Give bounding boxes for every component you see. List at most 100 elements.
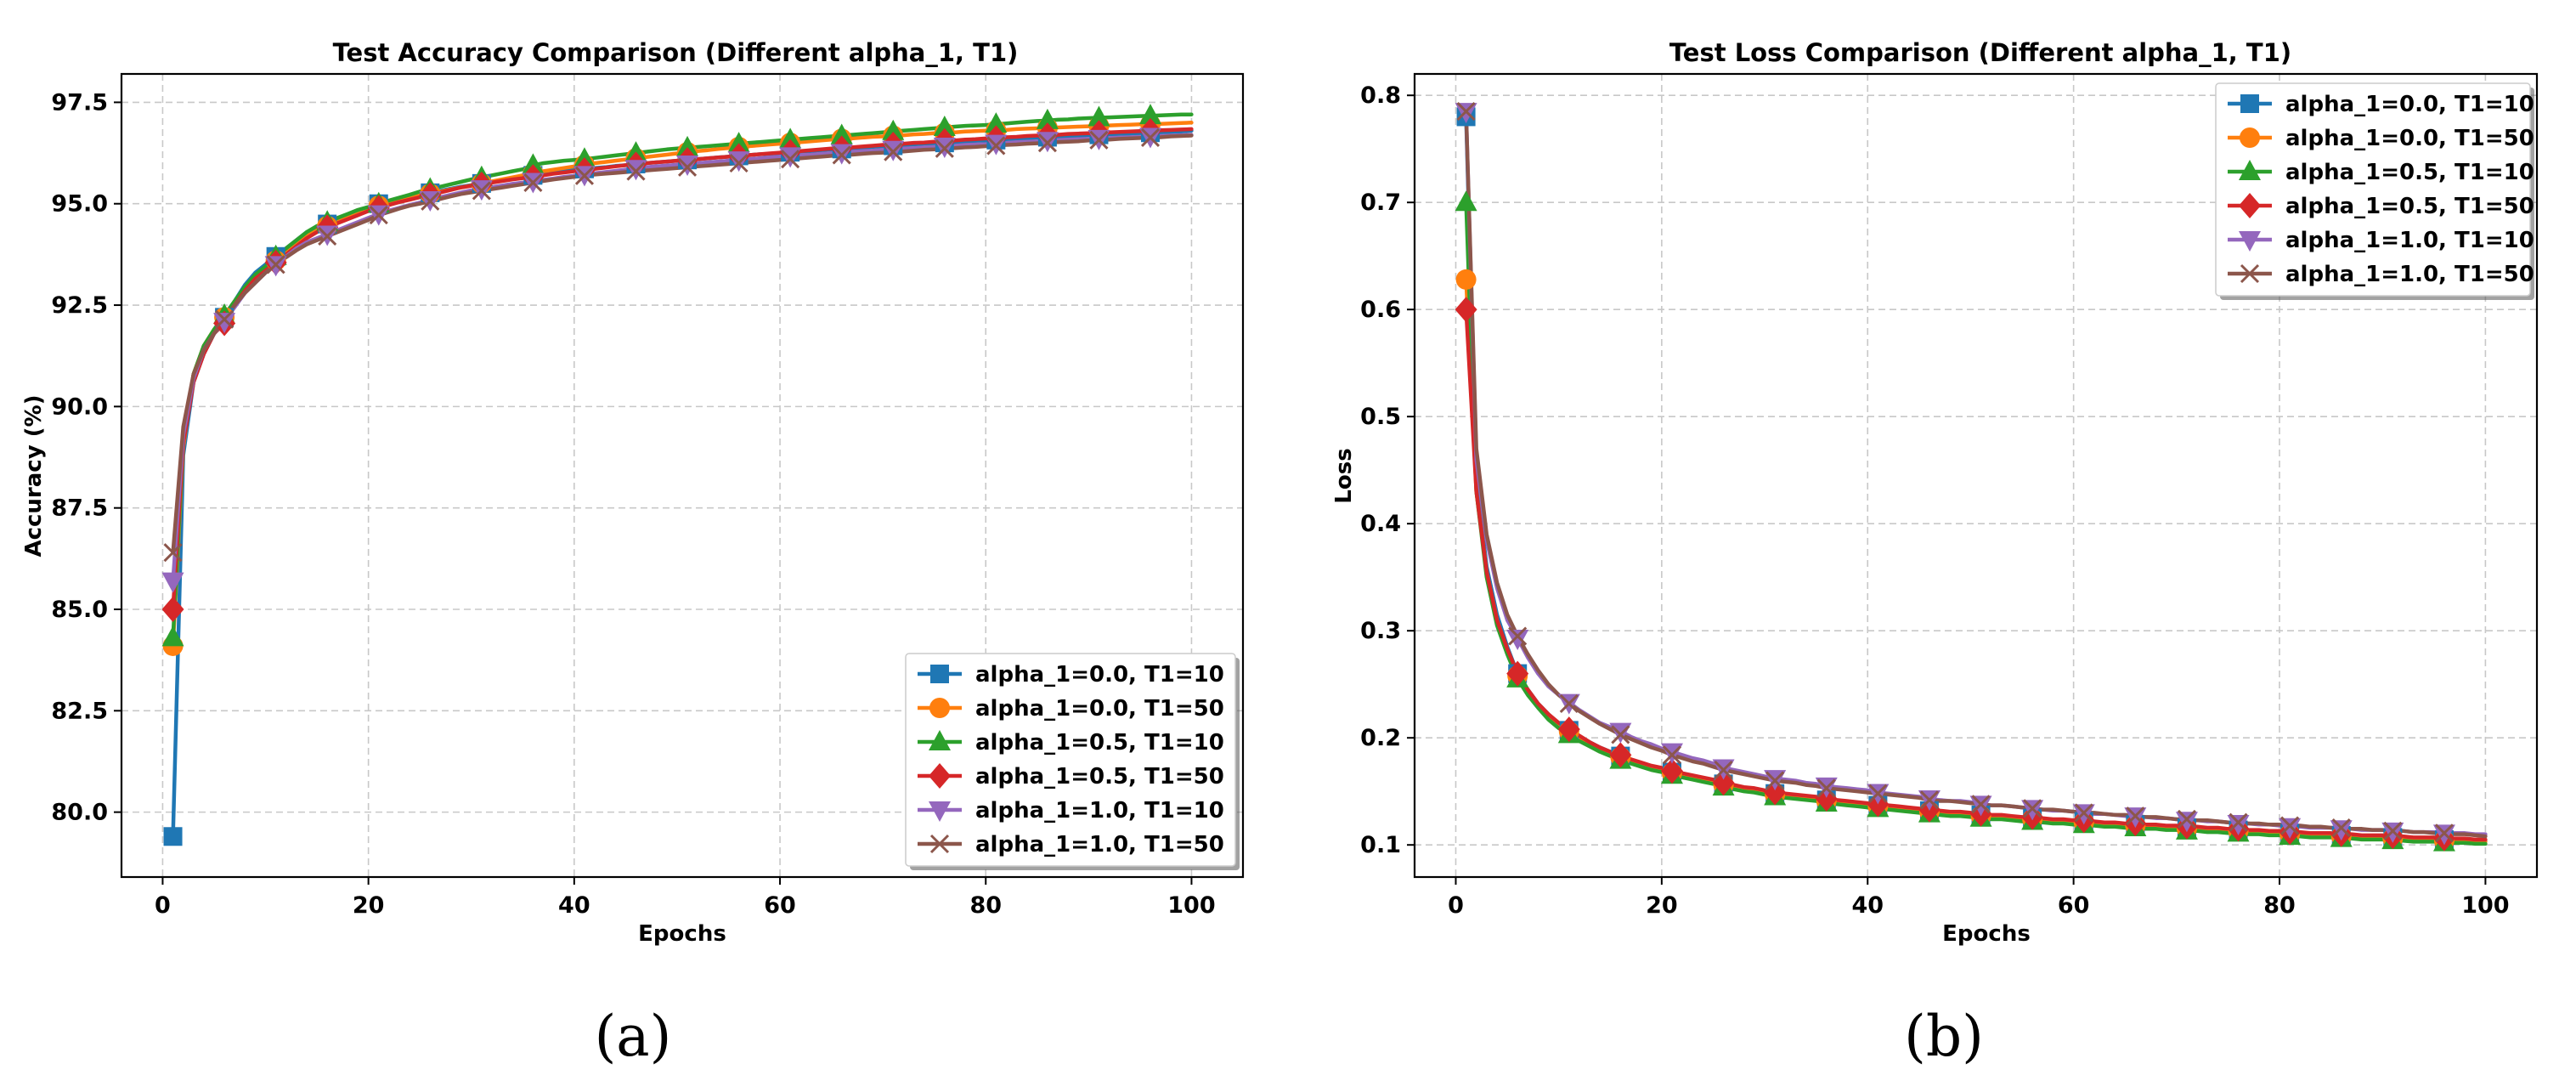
loss-series-5-point	[2023, 799, 2042, 818]
accuracy-series-5-point	[781, 150, 800, 169]
loss-caption: (b)	[1904, 1004, 1984, 1069]
loss-series-4-point	[2330, 820, 2353, 841]
loss-x-tick-label: 100	[2461, 892, 2509, 919]
accuracy-markers	[161, 104, 1162, 846]
accuracy-legend-marker-5	[929, 834, 950, 854]
accuracy-series-2-point	[985, 112, 1008, 133]
loss-y-tick-label: 0.3	[1360, 618, 1401, 644]
accuracy-series-5-point	[832, 145, 851, 165]
loss-x-tick-label: 40	[1851, 892, 1884, 919]
accuracy-series-5-point	[523, 173, 543, 192]
accuracy-series-2-point	[676, 135, 699, 156]
accuracy-series-4-point	[213, 313, 236, 334]
loss-series-4-point	[2279, 818, 2302, 839]
loss-chart: Test Loss Comparison (Different alpha_1,…	[1331, 38, 2539, 1069]
accuracy-x-tick-label: 80	[969, 892, 1002, 919]
accuracy-series-5-point	[1089, 130, 1109, 150]
loss-series-5-point	[2177, 809, 2197, 829]
loss-series-5-point	[2074, 803, 2093, 823]
loss-series-5-point	[2331, 818, 2351, 838]
loss-series-3-point	[1557, 716, 1580, 743]
loss-series-5-point	[1816, 778, 1836, 798]
accuracy-chart-title: Test Accuracy Comparison (Different alph…	[333, 38, 1019, 67]
accuracy-series-5-point	[215, 309, 234, 329]
loss-x-tick-label: 20	[1646, 892, 1678, 919]
loss-series-5-point	[1559, 693, 1579, 713]
accuracy-legend-label-3: alpha_1=0.5, T1=50	[975, 764, 1224, 790]
accuracy-legend-label-4: alpha_1=1.0, T1=10	[975, 798, 1224, 823]
loss-series-5-point	[2126, 807, 2145, 826]
loss-markers	[1455, 102, 2455, 852]
accuracy-x-tick-label: 100	[1167, 892, 1215, 919]
accuracy-legend-label-2: alpha_1=0.5, T1=10	[975, 730, 1224, 756]
loss-legend-label-5: alpha_1=1.0, T1=50	[2285, 262, 2534, 287]
loss-y-tick-label: 0.8	[1360, 82, 1401, 109]
loss-y-tick-label: 0.6	[1360, 297, 1401, 323]
accuracy-plot-frame	[120, 72, 1245, 879]
loss-series-5-point	[1456, 102, 1476, 122]
accuracy-series-5-point	[421, 191, 440, 211]
accuracy-legend-marker-4	[929, 801, 951, 822]
accuracy-y-tick-label: 90.0	[51, 393, 108, 420]
loss-legend-label-0: alpha_1=0.0, T1=10	[2285, 92, 2534, 117]
accuracy-series-5-point	[884, 142, 903, 161]
loss-legend-label-1: alpha_1=0.0, T1=50	[2285, 126, 2534, 151]
accuracy-series-2-point	[830, 123, 853, 144]
loss-legend-marker-2	[2239, 160, 2261, 180]
loss-series-4-point	[1506, 630, 1529, 651]
accuracy-legend-marker-1	[929, 698, 950, 718]
accuracy-series-2-point	[624, 141, 647, 162]
loss-series-5-point	[2434, 823, 2454, 843]
accuracy-legend-box	[905, 653, 1236, 867]
accuracy-series-2-point	[1036, 108, 1059, 129]
loss-chart-title: Test Loss Comparison (Different alpha_1,…	[1669, 38, 2291, 67]
accuracy-series-2-point	[522, 153, 545, 174]
loss-series-4-point	[2227, 815, 2250, 835]
accuracy-series-2-point	[882, 119, 905, 140]
loss-x-axis-label: Epochs	[1942, 921, 2031, 947]
accuracy-series-5-point	[369, 206, 388, 225]
accuracy-series-5-point	[163, 543, 183, 563]
loss-series-5-point	[1611, 725, 1630, 744]
loss-series-5-point	[1919, 790, 1940, 810]
loss-x-tick-label: 0	[1448, 892, 1464, 919]
loss-series-3-point	[1455, 297, 1477, 323]
accuracy-x-axis-label: Epochs	[638, 921, 726, 947]
loss-x-tick-label: 60	[2058, 892, 2090, 919]
accuracy-series-0-point	[163, 827, 183, 846]
loss-series-3-point	[1660, 758, 1683, 784]
loss-plot-frame	[1413, 72, 2539, 879]
loss-y-tick-label: 0.4	[1360, 511, 1401, 537]
accuracy-caption: (a)	[595, 1004, 672, 1069]
accuracy-series-5-point	[626, 161, 646, 181]
accuracy-legend-marker-2	[929, 730, 951, 750]
accuracy-series-5-point	[729, 153, 749, 173]
accuracy-x-tick-label: 40	[558, 892, 590, 919]
loss-legend-label-4: alpha_1=1.0, T1=10	[2285, 228, 2534, 253]
accuracy-legend-label-1: alpha_1=0.0, T1=50	[975, 696, 1224, 722]
loss-legend-marker-0	[2240, 94, 2259, 113]
accuracy-series-2-point	[779, 127, 802, 149]
loss-x-tick-label: 80	[2263, 892, 2296, 919]
loss-legend-box	[2215, 82, 2531, 297]
accuracy-y-tick-label: 82.5	[51, 698, 108, 724]
loss-series-3-point	[1506, 660, 1529, 687]
loss-legend-marker-4	[2239, 231, 2261, 252]
loss-y-tick-label: 0.5	[1360, 404, 1401, 430]
accuracy-series-5-point	[1140, 127, 1161, 147]
loss-series-4-point	[2175, 812, 2198, 833]
accuracy-y-tick-label: 85.0	[51, 597, 108, 623]
accuracy-series-5-point	[472, 181, 491, 201]
loss-series-2-point	[1455, 190, 1477, 212]
loss-legend-marker-5	[2240, 263, 2260, 284]
accuracy-legend: alpha_1=0.0, T1=10 alpha_1=0.0, T1=50 alph…	[905, 653, 1240, 870]
accuracy-legend-marker-0	[930, 665, 949, 683]
loss-legend-marker-1	[2240, 127, 2260, 148]
accuracy-x-tick-label: 20	[353, 892, 385, 919]
loss-legend-label-3: alpha_1=0.5, T1=50	[2285, 194, 2534, 219]
accuracy-series-5-point	[935, 139, 954, 158]
accuracy-series-2-point	[1139, 104, 1162, 125]
loss-series-3-point	[1609, 742, 1632, 768]
accuracy-chart: Test Accuracy Comparison (Different alph…	[21, 38, 1245, 1069]
